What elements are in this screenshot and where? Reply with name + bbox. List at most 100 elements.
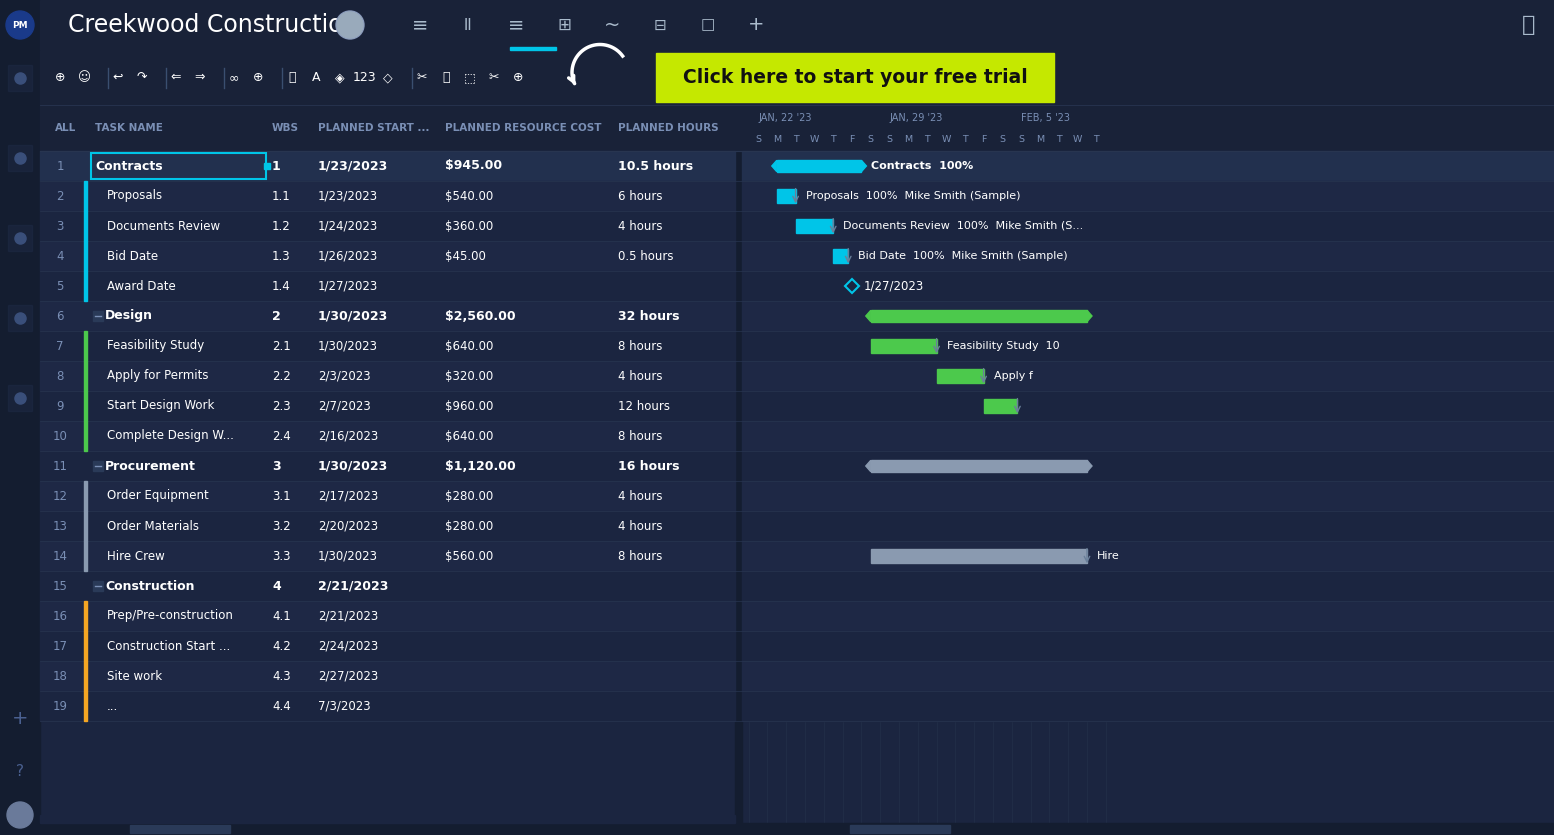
Circle shape <box>6 11 34 39</box>
Bar <box>84 541 87 571</box>
Text: 1: 1 <box>272 159 281 173</box>
Bar <box>741 421 1554 451</box>
Text: ⬚: ⬚ <box>465 71 476 84</box>
Text: 1/26/2023: 1/26/2023 <box>319 250 378 262</box>
Text: S: S <box>867 135 873 144</box>
Bar <box>741 541 1554 571</box>
Text: 2/27/2023: 2/27/2023 <box>319 670 378 682</box>
Text: $320.00: $320.00 <box>444 370 493 382</box>
Bar <box>735 0 741 835</box>
Text: PLANNED START ...: PLANNED START ... <box>319 123 429 133</box>
Text: Documents Review  100%  Mike Smith (S...: Documents Review 100% Mike Smith (S... <box>844 221 1083 231</box>
Bar <box>93 581 103 591</box>
Text: F: F <box>981 135 987 144</box>
Text: T: T <box>793 135 799 144</box>
Text: 🗑: 🗑 <box>287 71 295 84</box>
Text: 2.1: 2.1 <box>272 340 291 352</box>
Text: T: T <box>962 135 968 144</box>
Bar <box>656 53 1054 102</box>
Text: A: A <box>312 71 320 84</box>
Bar <box>850 825 949 833</box>
Text: 4 hours: 4 hours <box>618 489 662 503</box>
Bar <box>741 331 1554 361</box>
Text: $280.00: $280.00 <box>444 519 493 533</box>
Text: 9: 9 <box>56 399 64 412</box>
Text: 10.5 hours: 10.5 hours <box>618 159 693 173</box>
Bar <box>40 211 735 241</box>
Text: ⊟: ⊟ <box>654 18 667 33</box>
Text: S: S <box>999 135 1005 144</box>
Text: FEB, 5 '23: FEB, 5 '23 <box>1021 113 1071 123</box>
Text: ⊕: ⊕ <box>54 71 65 84</box>
Text: 2/16/2023: 2/16/2023 <box>319 429 378 443</box>
Text: Start Design Work: Start Design Work <box>107 399 214 412</box>
Text: ?: ? <box>16 765 23 780</box>
Text: $640.00: $640.00 <box>444 340 493 352</box>
Bar <box>40 421 735 451</box>
Bar <box>741 271 1554 301</box>
Text: 15: 15 <box>53 579 67 593</box>
Text: 2/21/2023: 2/21/2023 <box>319 579 388 593</box>
Text: 11: 11 <box>53 459 67 473</box>
Bar <box>84 271 87 301</box>
Text: 4.2: 4.2 <box>272 640 291 652</box>
Text: $45.00: $45.00 <box>444 250 486 262</box>
Text: $640.00: $640.00 <box>444 429 493 443</box>
Text: 16: 16 <box>53 610 67 623</box>
Bar <box>40 451 735 481</box>
Bar <box>40 391 735 421</box>
Text: $540.00: $540.00 <box>444 190 493 203</box>
Text: 6 hours: 6 hours <box>618 190 662 203</box>
Bar <box>741 601 1554 631</box>
Text: Bid Date: Bid Date <box>107 250 159 262</box>
Text: Prep/Pre-construction: Prep/Pre-construction <box>107 610 233 623</box>
Text: Complete Design W...: Complete Design W... <box>107 429 233 443</box>
Text: 123: 123 <box>353 71 376 84</box>
Text: Construction: Construction <box>106 579 194 593</box>
Circle shape <box>336 11 364 39</box>
Bar <box>8 145 33 171</box>
Bar <box>84 361 87 391</box>
Text: 5: 5 <box>56 280 64 292</box>
Bar <box>84 331 87 361</box>
Circle shape <box>8 802 33 828</box>
Bar <box>264 163 270 169</box>
Bar <box>84 661 87 691</box>
Bar <box>741 301 1554 331</box>
Bar <box>93 461 103 471</box>
Text: 4: 4 <box>272 579 281 593</box>
Bar <box>84 421 87 451</box>
Text: □: □ <box>701 18 715 33</box>
Text: PM: PM <box>12 21 28 29</box>
Text: +: + <box>12 709 28 727</box>
Bar <box>870 311 1086 321</box>
Bar <box>40 361 735 391</box>
Text: ALL: ALL <box>54 123 76 133</box>
Bar <box>84 631 87 661</box>
Bar <box>8 385 33 411</box>
Text: 3.2: 3.2 <box>272 519 291 533</box>
Bar <box>8 305 33 331</box>
Text: PLANNED HOURS: PLANNED HOURS <box>618 123 718 133</box>
Text: 3.1: 3.1 <box>272 489 291 503</box>
Text: ⧉: ⧉ <box>443 71 449 84</box>
Text: ◈: ◈ <box>336 71 345 84</box>
Text: 8 hours: 8 hours <box>618 340 662 352</box>
Text: T: T <box>1094 135 1099 144</box>
Text: Hire Crew: Hire Crew <box>107 549 165 563</box>
Text: ⇐: ⇐ <box>171 71 182 84</box>
Polygon shape <box>1086 460 1092 472</box>
Text: ◇: ◇ <box>384 71 393 84</box>
Bar <box>40 571 735 601</box>
Text: $945.00: $945.00 <box>444 159 502 173</box>
Bar <box>40 301 735 331</box>
Text: 1/30/2023: 1/30/2023 <box>319 459 388 473</box>
Bar <box>741 571 1554 601</box>
Bar <box>8 65 33 91</box>
Bar <box>870 460 1086 472</box>
Text: M: M <box>1037 135 1044 144</box>
Text: Feasibility Study  10: Feasibility Study 10 <box>946 341 1060 351</box>
Text: $280.00: $280.00 <box>444 489 493 503</box>
Bar <box>833 249 848 263</box>
Text: lI: lI <box>463 18 472 33</box>
